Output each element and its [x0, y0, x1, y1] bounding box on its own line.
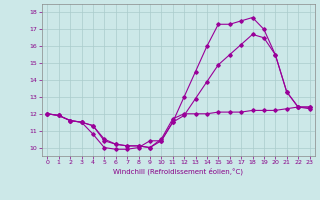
X-axis label: Windchill (Refroidissement éolien,°C): Windchill (Refroidissement éolien,°C) [113, 168, 244, 175]
